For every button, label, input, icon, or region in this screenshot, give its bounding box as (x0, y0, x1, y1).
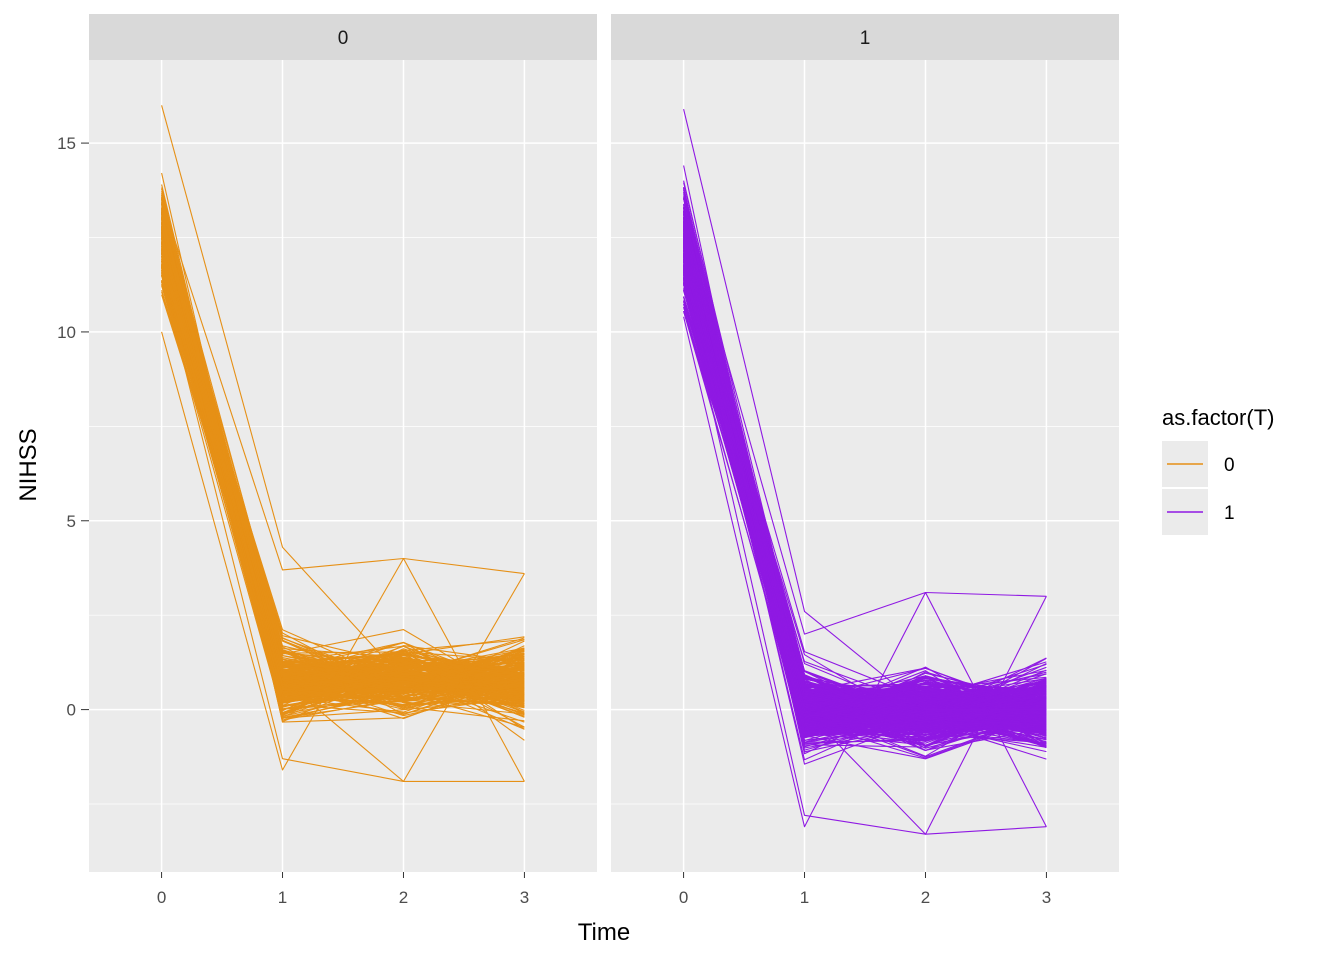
y-tick-label: 10 (57, 323, 76, 342)
y-axis-title: NIHSS (15, 428, 42, 501)
facet-strip-label: 0 (338, 28, 349, 49)
trajectory-line (683, 207, 1047, 635)
y-tick-label: 5 (67, 512, 76, 531)
x-tick-label: 0 (679, 888, 688, 907)
legend-label-1: 1 (1224, 503, 1235, 524)
facet-strip (611, 14, 1119, 60)
trajectory-line (683, 213, 1047, 727)
legend: as.factor(T) 0 1 (1162, 405, 1274, 535)
x-tick-label: 3 (520, 888, 529, 907)
trajectory-line (161, 199, 525, 575)
trajectory-line (161, 275, 525, 782)
trajectory-line (161, 294, 525, 708)
y-tick-label: 0 (67, 701, 76, 720)
trajectory-line (683, 244, 1047, 835)
trajectory-line (161, 241, 525, 694)
trajectory-line (161, 255, 525, 696)
x-axis-title: Time (578, 919, 630, 946)
trajectory-line (683, 240, 1047, 729)
trajectory-line (683, 210, 1047, 726)
x-tick-label: 2 (399, 888, 408, 907)
legend-title: as.factor(T) (1162, 405, 1274, 430)
x-tick-label: 1 (800, 888, 809, 907)
legend-label-0: 0 (1224, 455, 1235, 476)
trajectory-line (683, 316, 1047, 828)
trajectory-line (683, 232, 1047, 753)
series-0-lines (161, 105, 525, 782)
y-tick-label: 15 (57, 134, 76, 153)
trajectory-line (683, 211, 1047, 701)
trajectory-line (161, 331, 525, 782)
facet-strip-label: 1 (860, 28, 871, 49)
panel-background (89, 60, 597, 872)
x-tick-label: 3 (1042, 888, 1051, 907)
x-tick-label: 1 (278, 888, 287, 907)
trajectory-line (683, 282, 1047, 835)
trajectory-line (161, 237, 525, 782)
facet-panel-1: 1 (611, 14, 1119, 872)
trajectory-line (161, 105, 525, 684)
trajectory-line (683, 213, 1047, 735)
trajectory-line (683, 211, 1047, 731)
series-1-lines (683, 108, 1047, 835)
facet-panel-0: 0 (89, 14, 597, 872)
trajectory-line (161, 199, 525, 684)
trajectory-line (683, 265, 1047, 749)
x-tick-label: 2 (921, 888, 930, 907)
facet-strip (89, 14, 597, 60)
x-tick-label: 0 (157, 888, 166, 907)
